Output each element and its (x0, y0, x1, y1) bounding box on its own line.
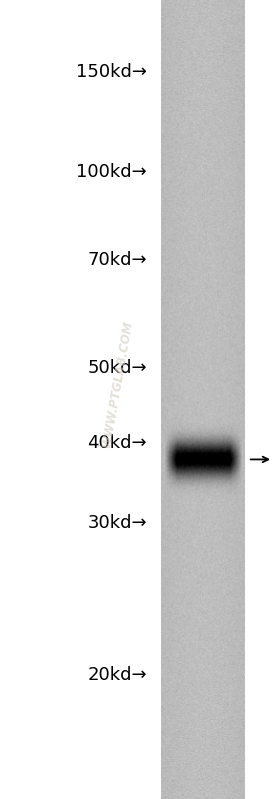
Text: WWW.PTGLAB.COM: WWW.PTGLAB.COM (100, 319, 135, 448)
Text: 100kd→: 100kd→ (76, 163, 147, 181)
Text: 20kd→: 20kd→ (87, 666, 147, 684)
Text: 50kd→: 50kd→ (87, 359, 147, 376)
Text: 30kd→: 30kd→ (87, 515, 147, 532)
Text: 70kd→: 70kd→ (87, 251, 147, 268)
Text: 40kd→: 40kd→ (87, 435, 147, 452)
Text: 150kd→: 150kd→ (76, 63, 147, 81)
